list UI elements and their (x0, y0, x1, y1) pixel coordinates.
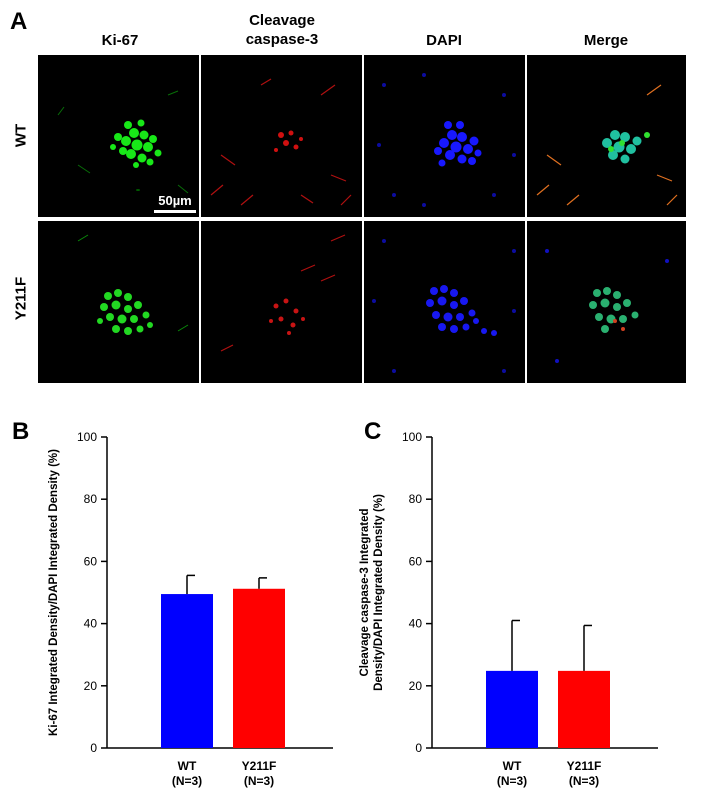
chart-b-y-tick-label: 20 (84, 679, 98, 693)
chart-c-y-tick-label: 20 (409, 679, 423, 693)
image-wt-caspase (201, 55, 362, 217)
chart-b-y-axis-label: Ki-67 Integrated Density/DAPI Integrated… (48, 449, 60, 736)
chart-c-category-label: (N=3) (497, 774, 527, 788)
chart-c-y-tick-label: 40 (409, 617, 423, 631)
chart-b-bar-0 (161, 594, 213, 748)
column-header-dapi: DAPI (426, 32, 462, 49)
row-header-wt: WT (12, 123, 30, 148)
column-header-caspase: Cleavage caspase-3 (245, 12, 319, 48)
chart-c-bar-0 (486, 670, 538, 748)
chart-b-y-tick-label: 0 (90, 741, 97, 755)
chart-b-y-tick-label: 80 (84, 492, 98, 506)
chart-c-category-label: WT (503, 759, 522, 773)
scale-bar-label: 50µm (158, 193, 192, 208)
image-y211f-merge (527, 221, 686, 383)
image-y211f-ki67 (38, 221, 199, 383)
chart-b-y-tick-label: 40 (84, 617, 98, 631)
scale-bar: 50µm (154, 193, 196, 213)
chart-b-category-label: Y211F (242, 759, 277, 773)
panel-label-b: B (12, 418, 30, 445)
chart-c-y-axis-label: Density/DAPI Integrated Density (%) (373, 494, 385, 691)
row-header-y211f: Y211F (12, 276, 30, 321)
column-header-ki67: Ki-67 (101, 32, 139, 49)
chart-c-y-tick-label: 0 (415, 741, 422, 755)
panel-label-c: C (364, 418, 382, 445)
panel-label-a: A (10, 8, 28, 35)
chart-b-category-label: (N=3) (172, 774, 202, 788)
chart-c-category-label: Y211F (567, 759, 602, 773)
chart-c-y-tick-label: 100 (402, 430, 422, 444)
chart-c-y-tick-label: 60 (409, 554, 423, 568)
chart-c-y-axis-label: Cleavage caspase-3 Integrated (359, 508, 371, 676)
chart-c-bar-1 (558, 670, 610, 748)
image-wt-ki67: 50µm (38, 55, 199, 217)
chart-c-category-label: (N=3) (569, 774, 599, 788)
chart-b-bar-1 (233, 588, 285, 748)
scale-bar-line (154, 210, 196, 213)
image-wt-merge (527, 55, 686, 217)
image-y211f-caspase (201, 221, 362, 383)
chart-c-y-tick-label: 80 (409, 492, 423, 506)
image-y211f-dapi (364, 221, 525, 383)
image-wt-dapi (364, 55, 525, 217)
chart-b-category-label: (N=3) (244, 774, 274, 788)
chart-b-y-tick-label: 60 (84, 554, 98, 568)
column-header-merge: Merge (583, 32, 629, 49)
chart-b-category-label: WT (178, 759, 197, 773)
chart-b-y-tick-label: 100 (77, 430, 97, 444)
